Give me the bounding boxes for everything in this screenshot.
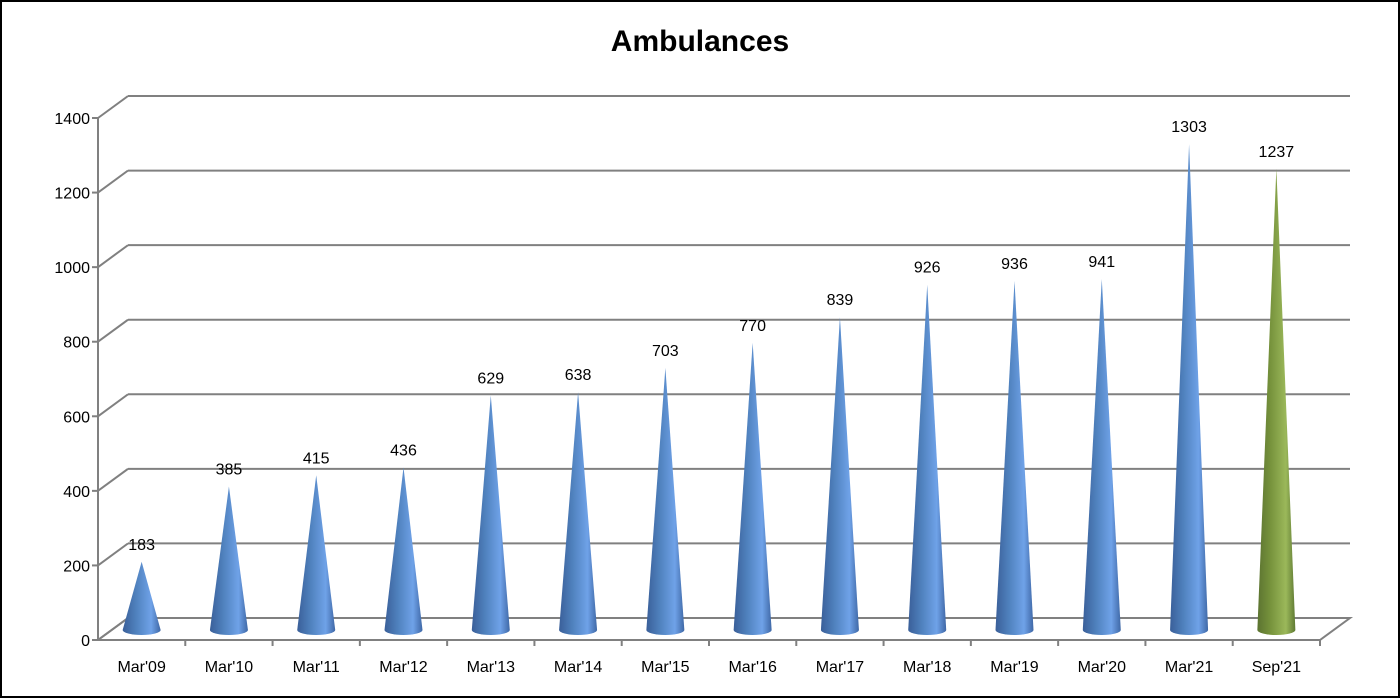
y-tick-label: 200: [63, 558, 90, 575]
data-label: 936: [1001, 256, 1028, 273]
x-tick-label: Mar'14: [554, 659, 603, 676]
x-tick-label: Mar'16: [728, 659, 777, 676]
bar-cone: [559, 392, 598, 635]
bar-cone: [820, 317, 859, 635]
y-tick-label: 1200: [54, 186, 90, 203]
data-label: 1303: [1171, 119, 1207, 136]
data-label: 941: [1088, 254, 1115, 271]
gridline-depth: [97, 169, 129, 194]
bar-cone: [1170, 144, 1209, 635]
data-label: 770: [739, 318, 766, 335]
bar-cone: [646, 367, 685, 635]
data-label: 183: [128, 537, 155, 554]
y-tick-label: 800: [63, 335, 90, 352]
x-tick-label: Mar'21: [1165, 659, 1214, 676]
bar-cone: [733, 342, 772, 635]
data-label: 1237: [1259, 144, 1295, 161]
data-label: 638: [565, 367, 592, 384]
x-tick-label: Mar'15: [641, 659, 690, 676]
bar-cone: [122, 561, 161, 635]
bar-cone: [908, 284, 947, 635]
x-tick-label: Mar'18: [903, 659, 952, 676]
bar-cone: [209, 486, 248, 635]
x-tick-label: Mar'10: [205, 659, 254, 676]
y-tick-label: 0: [81, 633, 90, 650]
x-tick-label: Mar'09: [117, 659, 166, 676]
y-tick-label: 400: [63, 484, 90, 501]
data-label: 703: [652, 343, 679, 360]
gridline-depth: [97, 468, 129, 492]
x-tick-label: Sep'21: [1252, 659, 1301, 676]
chart-title: Ambulances: [611, 25, 789, 58]
data-label: 839: [827, 292, 854, 309]
y-tick-label: 1000: [54, 260, 90, 277]
data-label: 415: [303, 450, 330, 467]
bar-cone: [384, 467, 423, 635]
x-tick-label: Mar'11: [293, 659, 340, 676]
gridline-depth: [97, 542, 129, 567]
bar-cone: [1257, 168, 1296, 636]
bar-cone: [297, 475, 336, 635]
data-label: 629: [477, 370, 504, 387]
plot-area: 0 200 400 600 800 1000 1200 1400 183 Mar'09 385 Mar…: [54, 95, 1354, 676]
data-label: 926: [914, 260, 941, 277]
x-tick-label: Mar'20: [1078, 659, 1127, 676]
bar-cone: [995, 281, 1034, 635]
bar-cone: [1082, 279, 1121, 635]
data-label: 385: [216, 461, 243, 478]
y-tick-label: 1400: [54, 111, 90, 128]
gridline-depth: [97, 244, 129, 268]
gridline-depth: [97, 617, 129, 641]
gridline-depth: [97, 393, 129, 418]
x-tick-label: Mar'12: [379, 659, 428, 676]
x-tick-label: Mar'19: [990, 659, 1039, 676]
x-tick-label: Mar'13: [467, 659, 516, 676]
data-label: 436: [390, 442, 417, 459]
gridline-depth: [97, 318, 129, 343]
gridline-depth: [97, 95, 129, 119]
y-tick-label: 600: [63, 409, 90, 426]
x-tick-label: Mar'17: [816, 659, 865, 676]
chart-floor: [94, 617, 1354, 641]
bar-cone: [471, 395, 510, 635]
